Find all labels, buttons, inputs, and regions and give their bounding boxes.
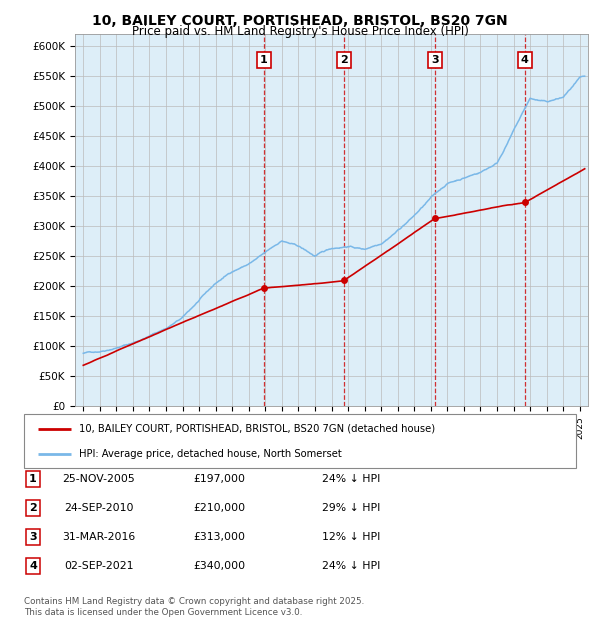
Text: 1: 1	[260, 55, 268, 65]
Text: 3: 3	[29, 532, 37, 542]
Text: 31-MAR-2016: 31-MAR-2016	[62, 532, 136, 542]
Text: 24-SEP-2010: 24-SEP-2010	[64, 503, 134, 513]
Text: 1: 1	[29, 474, 37, 484]
Text: 4: 4	[521, 55, 529, 65]
Text: 3: 3	[431, 55, 439, 65]
Text: 12% ↓ HPI: 12% ↓ HPI	[322, 532, 380, 542]
FancyBboxPatch shape	[24, 414, 576, 468]
Text: 4: 4	[29, 561, 37, 571]
Text: 02-SEP-2021: 02-SEP-2021	[64, 561, 134, 571]
Text: 25-NOV-2005: 25-NOV-2005	[62, 474, 136, 484]
Text: 2: 2	[340, 55, 347, 65]
Text: £340,000: £340,000	[193, 561, 245, 571]
Text: £197,000: £197,000	[193, 474, 245, 484]
Text: £210,000: £210,000	[193, 503, 245, 513]
Text: £313,000: £313,000	[193, 532, 245, 542]
Text: 24% ↓ HPI: 24% ↓ HPI	[322, 474, 380, 484]
Text: HPI: Average price, detached house, North Somerset: HPI: Average price, detached house, Nort…	[79, 449, 342, 459]
Text: 2: 2	[29, 503, 37, 513]
Text: 29% ↓ HPI: 29% ↓ HPI	[322, 503, 380, 513]
Text: Contains HM Land Registry data © Crown copyright and database right 2025.
This d: Contains HM Land Registry data © Crown c…	[24, 598, 364, 617]
Text: 10, BAILEY COURT, PORTISHEAD, BRISTOL, BS20 7GN: 10, BAILEY COURT, PORTISHEAD, BRISTOL, B…	[92, 14, 508, 28]
Text: 10, BAILEY COURT, PORTISHEAD, BRISTOL, BS20 7GN (detached house): 10, BAILEY COURT, PORTISHEAD, BRISTOL, B…	[79, 424, 436, 434]
Text: Price paid vs. HM Land Registry's House Price Index (HPI): Price paid vs. HM Land Registry's House …	[131, 25, 469, 38]
Text: 24% ↓ HPI: 24% ↓ HPI	[322, 561, 380, 571]
